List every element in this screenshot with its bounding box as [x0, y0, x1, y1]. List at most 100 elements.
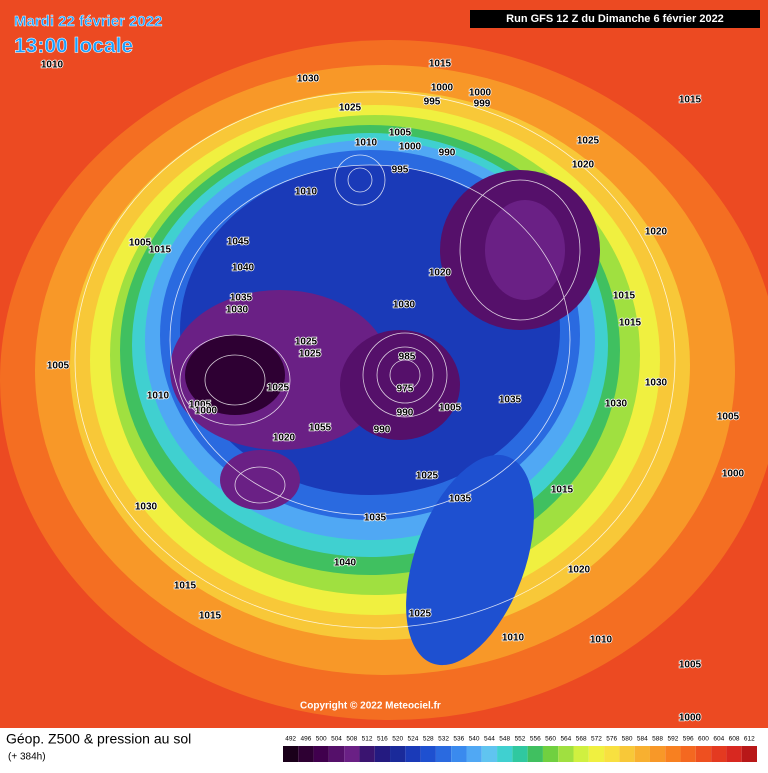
colorbar-swatch [711, 746, 727, 762]
isobar-label: 990 [439, 148, 456, 159]
isobar-label: 1025 [339, 103, 362, 114]
isobar-label: 1015 [174, 581, 197, 592]
footer-title: Géop. Z500 & pression au sol [6, 731, 191, 747]
isobar-label: 1025 [295, 337, 318, 348]
isobar-label: 1005 [717, 412, 740, 423]
colorbar-swatch [298, 746, 314, 762]
isobar-label: 1000 [679, 713, 702, 724]
date: Mardi 22 février 2022 [14, 13, 162, 30]
colorbar-swatch [558, 746, 574, 762]
colorbar-label: 520 [392, 736, 403, 743]
isobar-label: 1035 [449, 494, 472, 505]
colorbar: 492 496 500 504 508 512 516 520 524 528 532 536 540 5… [283, 736, 757, 762]
colorbar-label: 528 [423, 736, 434, 743]
isobar-label: 999 [474, 99, 491, 110]
colorbar-swatch [328, 746, 345, 762]
colorbar-swatch [680, 746, 696, 762]
isobar-label: 1030 [645, 378, 668, 389]
isobar-label: 1000 [195, 406, 218, 417]
isobar-label: 1005 [189, 400, 212, 411]
isobar-label: 1015 [199, 611, 222, 622]
colorbar-label: 532 [438, 736, 449, 743]
colorbar-swatch [619, 746, 635, 762]
isobar-label: 1010 [502, 633, 525, 644]
isobar-label: 1030 [297, 74, 320, 85]
colorbar-label: 564 [560, 736, 571, 743]
colorbar-label: 540 [469, 736, 480, 743]
colorbar-swatch [313, 746, 329, 762]
colorbar-label: 516 [377, 736, 388, 743]
map [0, 0, 768, 728]
isobar-label: 1005 [439, 403, 462, 414]
colorbar-label: 612 [744, 736, 755, 743]
isobar-label: 990 [397, 408, 414, 419]
colorbar-swatch [420, 746, 436, 762]
colorbar-label: 508 [346, 736, 357, 743]
isobar-label: 1030 [135, 502, 158, 513]
colorbar-label: 560 [545, 736, 556, 743]
colorbar-label: 556 [530, 736, 541, 743]
colorbar-swatch [283, 746, 299, 762]
colorbar-swatch [604, 746, 620, 762]
colorbar-label: 548 [499, 736, 510, 743]
colorbar-swatch [527, 746, 543, 762]
isobar-label: 1035 [230, 293, 253, 304]
isobar-label: 1005 [389, 128, 412, 139]
colorbar-swatch [726, 746, 742, 762]
isobar-label: 1015 [429, 59, 452, 70]
isobar-label: 1015 [679, 95, 702, 106]
isobar-label: 1035 [364, 513, 387, 524]
colorbar-swatch [481, 746, 498, 762]
isobar-label: 975 [397, 384, 414, 395]
colorbar-swatch [542, 746, 559, 762]
colorbar-swatch [741, 746, 757, 762]
isobar-label: 1020 [572, 160, 595, 171]
isobar-label: 1005 [679, 660, 702, 671]
colorbar-label: 580 [622, 736, 633, 743]
isobar-label: 1020 [645, 227, 668, 238]
isobar-label: 1025 [577, 136, 600, 147]
colorbar-label: 596 [683, 736, 694, 743]
colorbar-swatch [390, 746, 406, 762]
isobar-label: 1005 [47, 361, 70, 372]
footer-lead: (+ 384h) [8, 752, 46, 763]
colorbar-label: 592 [667, 736, 678, 743]
isobar-label: 1020 [429, 268, 452, 279]
colorbar-label: 576 [606, 736, 617, 743]
isobar-label: 1000 [399, 142, 422, 153]
colorbar-swatch [451, 746, 467, 762]
isobar-label: 1010 [590, 635, 613, 646]
run-info: Run GFS 12 Z du Dimanche 6 février 2022 [506, 13, 724, 25]
isobar-label: 1000 [469, 88, 492, 99]
colorbar-swatch [359, 746, 375, 762]
isobar-label: 1030 [226, 305, 249, 316]
isobar-label: 1035 [499, 395, 522, 406]
isobar-label: 1025 [299, 349, 322, 360]
colorbar-swatch [344, 746, 360, 762]
isobar-label: 1025 [409, 609, 432, 620]
isobar-label: 995 [424, 97, 441, 108]
colorbar-label: 492 [285, 736, 296, 743]
colorbar-label: 568 [576, 736, 587, 743]
time: 13:00 locale [14, 35, 133, 58]
colorbar-swatch [405, 746, 421, 762]
isobar-label: 1040 [232, 263, 255, 274]
colorbar-label: 604 [713, 736, 724, 743]
isobar-label: 1020 [273, 433, 296, 444]
isobar-label: 1010 [147, 391, 170, 402]
isobar-label: 1025 [267, 383, 290, 394]
colorbar-swatch [573, 746, 589, 762]
isobar-label: 1010 [41, 60, 64, 71]
colorbar-swatch [588, 746, 605, 762]
colorbar-label: 504 [331, 736, 342, 743]
isobar-label: 1020 [568, 565, 591, 576]
isobar-label: 1000 [431, 83, 454, 94]
colorbar-label: 552 [515, 736, 526, 743]
colorbar-swatch [466, 746, 482, 762]
isobar-label: 1040 [334, 558, 357, 569]
colorbar-label: 512 [362, 736, 373, 743]
colorbar-swatch [665, 746, 681, 762]
colorbar-swatch [374, 746, 391, 762]
